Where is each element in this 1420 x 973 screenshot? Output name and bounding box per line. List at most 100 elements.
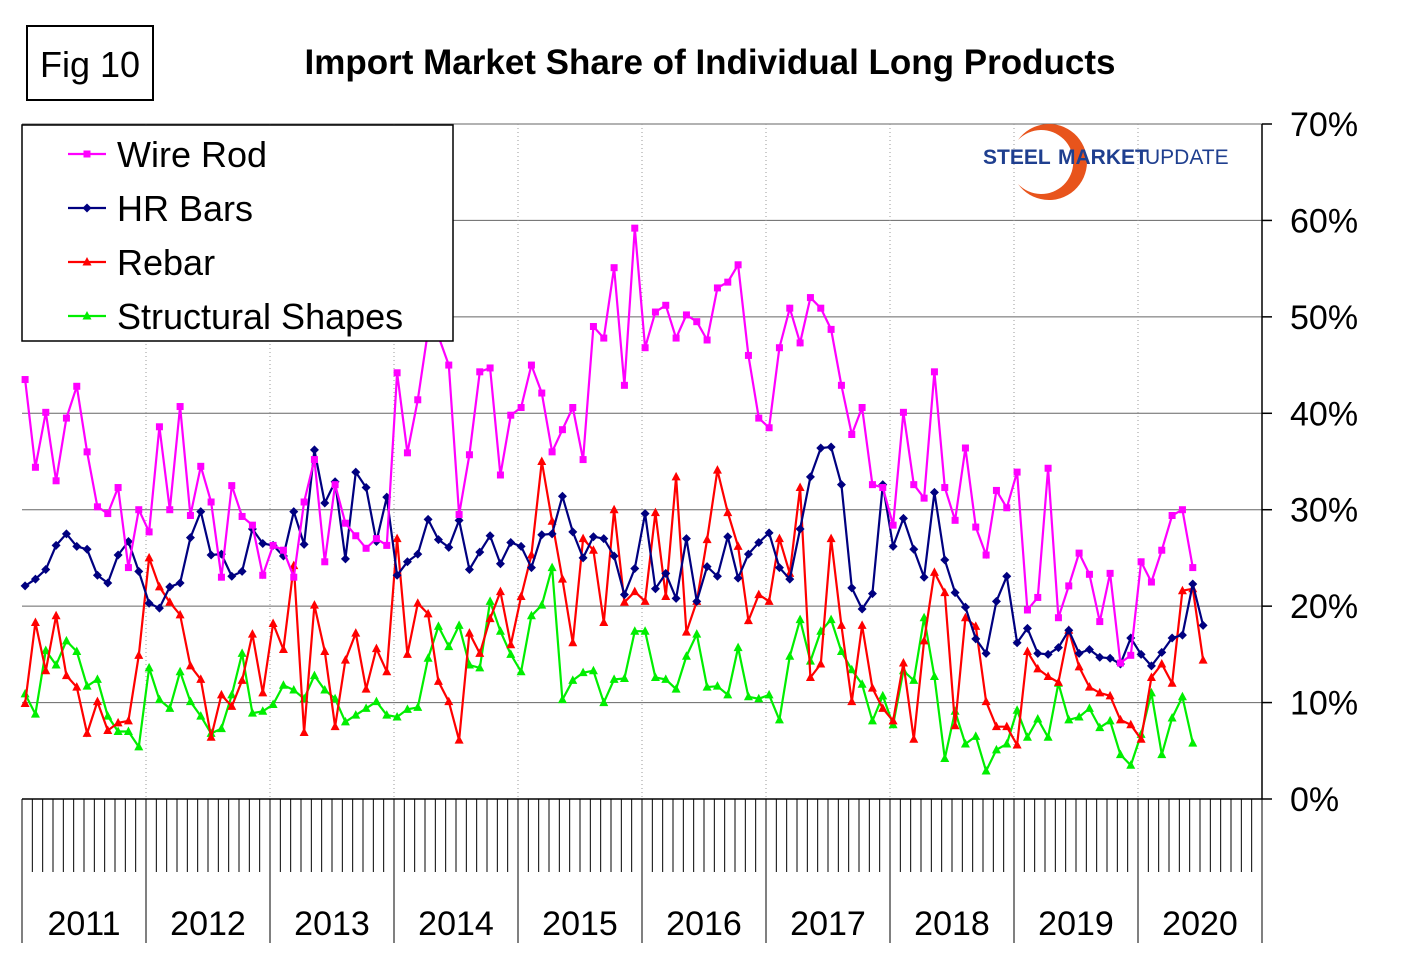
legend-item-wire-rod: Wire Rod — [68, 134, 267, 175]
data-point-rebar — [991, 721, 1001, 731]
data-point-wire-rod — [1178, 506, 1186, 514]
legend-marker-icon — [83, 150, 91, 158]
data-point-rebar — [206, 732, 216, 741]
axes: 0% 10% 20% 30% 40% 50% 60% 70% 2011 2012 2013 2014 2… — [21, 106, 1358, 943]
data-point-rebar — [1002, 721, 1012, 731]
y-tick-label: 70% — [1290, 106, 1358, 144]
data-point-rebar — [433, 676, 443, 685]
data-point-structural-shapes — [847, 664, 857, 674]
data-point-hr-bars — [61, 529, 71, 539]
data-point-hr-bars — [733, 573, 743, 583]
data-point-structural-shapes — [82, 681, 92, 690]
data-point-structural-shapes — [857, 679, 867, 688]
data-point-wire-rod — [724, 278, 732, 286]
data-point-structural-shapes — [1095, 722, 1105, 732]
data-point-structural-shapes — [1084, 703, 1094, 712]
data-point-hr-bars — [940, 555, 950, 565]
data-point-rebar — [712, 465, 722, 474]
x-tick-label: 2012 — [170, 905, 246, 943]
data-point-rebar — [1074, 661, 1084, 671]
data-point-wire-rod — [1075, 549, 1083, 557]
data-point-rebar — [909, 734, 919, 743]
data-point-hr-bars — [144, 598, 154, 608]
data-point-wire-rod — [352, 532, 360, 540]
y-tick-label: 30% — [1290, 492, 1358, 530]
data-point-hr-bars — [289, 507, 299, 517]
data-point-hr-bars — [206, 550, 216, 560]
data-point-hr-bars — [929, 487, 939, 497]
data-point-wire-rod — [951, 516, 959, 524]
data-point-wire-rod — [1044, 464, 1052, 472]
data-point-hr-bars — [588, 532, 598, 542]
data-point-hr-bars — [805, 472, 815, 482]
data-point-structural-shapes — [640, 626, 650, 635]
data-point-wire-rod — [786, 304, 794, 312]
logo-swoosh-icon — [1018, 123, 1087, 200]
data-point-rebar — [588, 545, 598, 554]
data-point-hr-bars — [640, 509, 650, 519]
data-point-structural-shapes — [103, 711, 113, 720]
data-point-structural-shapes — [630, 626, 640, 635]
data-point-structural-shapes — [1126, 760, 1136, 769]
data-point-rebar — [702, 534, 712, 544]
data-point-rebar — [805, 672, 815, 681]
data-point-hr-bars — [836, 480, 846, 490]
data-point-wire-rod — [486, 364, 494, 372]
x-tick-label: 2016 — [666, 905, 742, 943]
data-point-hr-bars — [41, 565, 51, 574]
data-point-wire-rod — [837, 381, 845, 389]
data-point-wire-rod — [73, 382, 81, 390]
data-point-rebar — [867, 683, 877, 692]
data-point-structural-shapes — [588, 665, 598, 675]
data-point-structural-shapes — [289, 685, 299, 694]
data-point-hr-bars — [619, 590, 629, 600]
data-point-rebar — [20, 698, 30, 708]
data-point-wire-rod — [982, 551, 990, 559]
data-point-rebar — [1126, 719, 1136, 729]
data-point-wire-rod — [1065, 582, 1073, 590]
data-point-wire-rod — [197, 462, 205, 470]
data-point-rebar — [444, 696, 454, 706]
data-point-rebar — [898, 658, 908, 667]
data-point-wire-rod — [713, 284, 721, 292]
data-point-hr-bars — [299, 539, 309, 549]
data-point-wire-rod — [1127, 651, 1135, 659]
legend-item-structural-shapes: Structural Shapes — [68, 296, 403, 337]
data-point-rebar — [1043, 671, 1053, 681]
data-point-hr-bars — [402, 557, 412, 567]
data-point-wire-rod — [920, 494, 928, 502]
data-point-wire-rod — [455, 511, 463, 519]
data-point-hr-bars — [1146, 661, 1156, 671]
data-point-rebar — [299, 727, 309, 736]
data-point-wire-rod — [135, 506, 143, 514]
data-point-hr-bars — [237, 566, 247, 576]
data-point-structural-shapes — [1167, 713, 1177, 722]
data-point-rebar — [878, 703, 888, 712]
data-point-structural-shapes — [268, 699, 278, 708]
x-tick-label: 2014 — [418, 905, 494, 943]
data-point-hr-bars — [702, 562, 712, 572]
data-point-wire-rod — [972, 523, 980, 531]
data-point-wire-rod — [166, 506, 174, 514]
data-point-rebar — [123, 715, 133, 725]
data-point-wire-rod — [300, 498, 308, 506]
data-point-rebar — [537, 456, 547, 465]
x-tick-label: 2019 — [1038, 905, 1114, 943]
data-point-rebar — [733, 541, 743, 550]
data-point-structural-shapes — [940, 753, 950, 762]
data-point-structural-shapes — [754, 693, 764, 703]
data-point-structural-shapes — [867, 715, 877, 725]
data-point-hr-bars — [537, 530, 547, 540]
data-point-rebar — [475, 648, 485, 657]
data-point-rebar — [847, 696, 857, 706]
data-point-hr-bars — [1033, 648, 1043, 658]
data-point-hr-bars — [867, 589, 877, 599]
data-point-wire-rod — [393, 369, 401, 377]
y-tick-label: 0% — [1290, 781, 1339, 819]
data-point-hr-bars — [650, 584, 660, 594]
data-point-structural-shapes — [960, 739, 970, 748]
data-point-structural-shapes — [1157, 749, 1167, 759]
data-point-rebar — [340, 655, 350, 664]
data-point-structural-shapes — [991, 744, 1001, 754]
data-point-wire-rod — [796, 339, 804, 347]
